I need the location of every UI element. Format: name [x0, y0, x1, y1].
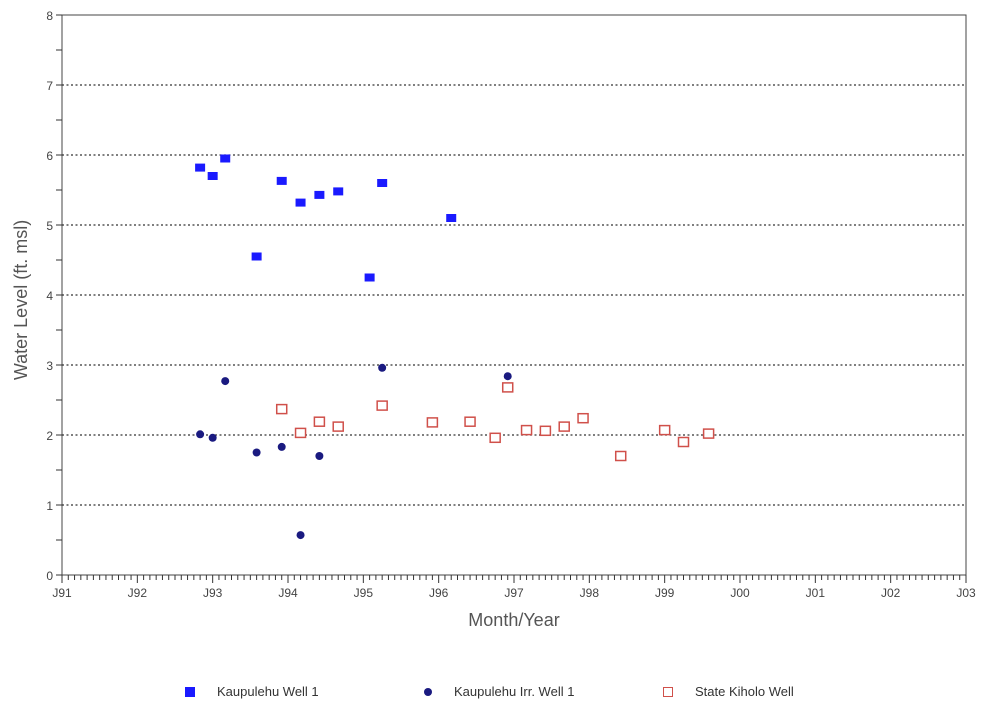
point-state-kiholo-well [294, 427, 307, 439]
y-tick-label: 2 [46, 429, 53, 443]
x-tick-label: J96 [429, 586, 449, 600]
y-tick-label: 1 [46, 499, 53, 513]
x-tick-label: J00 [730, 586, 750, 600]
x-axis: J91 J92 J93 J94 J95 J96 J97 J98 J99 J00 J01 J02 J03 [52, 575, 976, 600]
point-state-kiholo-well [658, 424, 671, 436]
legend-item-kaupulehu-well-1: Kaupulehu Well 1 [185, 684, 319, 699]
point-state-kiholo-well [275, 403, 288, 415]
point-state-kiholo-well [539, 425, 552, 437]
point-state-kiholo-well [464, 416, 476, 427]
point-kaupulehu-well-1 [333, 187, 344, 196]
x-tick-label: J02 [881, 586, 901, 600]
point-kaupulehu-irr-well-1 [221, 377, 230, 386]
point-state-kiholo-well [426, 417, 439, 428]
point-kaupulehu-well-1 [314, 190, 325, 199]
y-tick-label: 3 [46, 359, 53, 373]
point-state-kiholo-well [332, 421, 344, 432]
x-tick-label: J94 [278, 586, 298, 600]
point-state-kiholo-well [520, 424, 533, 436]
point-state-kiholo-well [558, 421, 570, 432]
point-kaupulehu-irr-well-1 [208, 433, 217, 442]
y-tick-label: 0 [46, 569, 53, 583]
y-tick-label: 4 [46, 289, 53, 303]
point-kaupulehu-well-1 [276, 176, 287, 185]
legend-open-square-icon [663, 686, 673, 697]
x-tick-label: J91 [52, 586, 72, 600]
x-tick-label: J97 [504, 586, 524, 600]
point-kaupulehu-irr-well-1 [196, 430, 205, 439]
point-state-kiholo-well [702, 428, 715, 439]
point-kaupulehu-irr-well-1 [378, 363, 387, 372]
legend-item-state-kiholo-well: State Kiholo Well [663, 684, 794, 699]
point-kaupulehu-well-1 [207, 172, 218, 180]
point-kaupulehu-irr-well-1 [315, 452, 324, 460]
y-tick-label: 5 [46, 219, 53, 233]
point-kaupulehu-well-1 [446, 214, 457, 222]
point-kaupulehu-well-1 [364, 273, 375, 282]
point-state-kiholo-well [376, 400, 388, 411]
legend-item-kaupulehu-irr-well-1: Kaupulehu Irr. Well 1 [424, 684, 574, 699]
data-points [195, 154, 715, 540]
point-state-kiholo-well [313, 416, 326, 427]
y-axis: 0 1 2 3 4 5 6 7 8 [46, 9, 62, 583]
x-axis-label: Month/Year [468, 610, 559, 630]
point-state-kiholo-well [489, 432, 501, 444]
x-tick-label: J99 [655, 586, 675, 600]
legend-square-icon [185, 686, 195, 697]
point-kaupulehu-irr-well-1 [277, 442, 286, 451]
legend-dot-icon [424, 687, 432, 696]
x-tick-label: J98 [580, 586, 600, 600]
point-state-kiholo-well [577, 412, 589, 424]
point-kaupulehu-irr-well-1 [296, 531, 305, 540]
point-kaupulehu-well-1 [295, 198, 306, 207]
point-state-kiholo-well [614, 450, 627, 462]
point-kaupulehu-well-1 [377, 179, 388, 187]
y-tick-label: 8 [46, 9, 53, 23]
legend: Kaupulehu Well 1 Kaupulehu Irr. Well 1 S… [0, 684, 982, 708]
legend-label: Kaupulehu Well 1 [217, 684, 319, 699]
x-tick-label: J01 [806, 586, 826, 600]
point-kaupulehu-well-1 [220, 154, 231, 163]
x-tick-label: J93 [203, 586, 223, 600]
point-state-kiholo-well [501, 382, 514, 393]
point-kaupulehu-well-1 [251, 252, 262, 261]
point-kaupulehu-irr-well-1 [252, 448, 261, 457]
y-tick-label: 6 [46, 149, 53, 163]
x-tick-label: J95 [354, 586, 374, 600]
point-kaupulehu-irr-well-1 [503, 372, 512, 381]
y-tick-label: 7 [46, 79, 53, 93]
x-tick-label: J03 [956, 586, 976, 600]
legend-label: Kaupulehu Irr. Well 1 [454, 684, 575, 699]
point-state-kiholo-well [677, 436, 690, 448]
legend-label: State Kiholo Well [695, 684, 794, 699]
point-kaupulehu-well-1 [195, 163, 206, 172]
y-axis-label: Water Level (ft. msl) [11, 220, 31, 380]
x-tick-label: J92 [128, 586, 148, 600]
gridlines [62, 84, 966, 506]
